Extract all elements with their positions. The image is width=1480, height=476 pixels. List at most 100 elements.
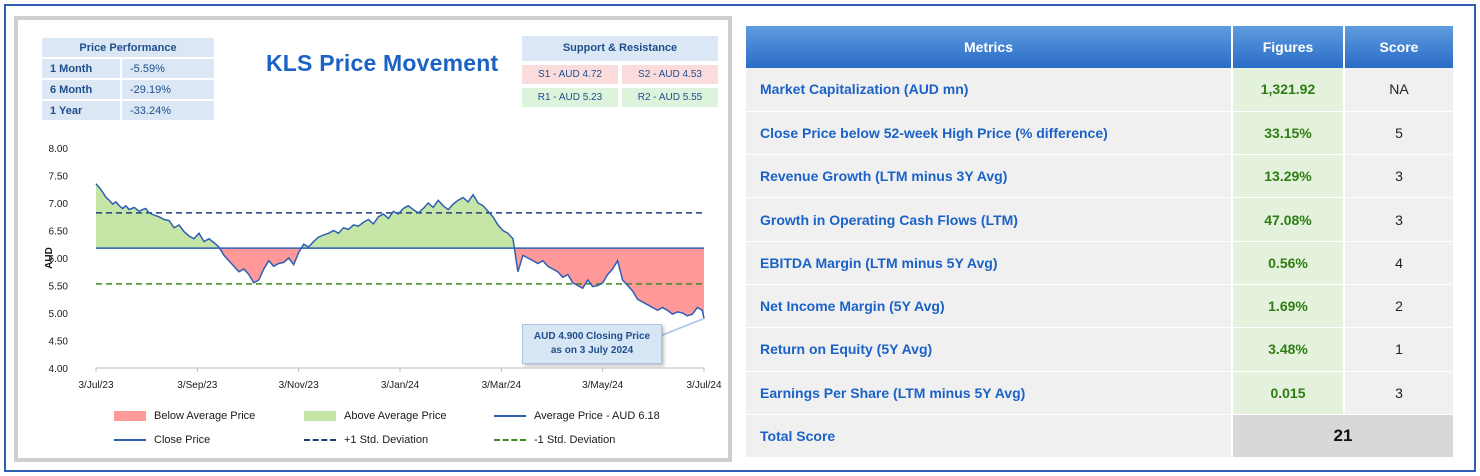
legend-plus-sd: +1 Std. Deviation — [304, 434, 494, 446]
legend-swatch — [304, 411, 336, 421]
x-tick-label: 3/Jan/24 — [381, 380, 420, 391]
chart-legend: Below Average Price Above Average Price … — [114, 404, 714, 452]
total-score-label: Total Score — [746, 414, 1233, 459]
x-tick-label: 3/Mar/24 — [482, 380, 522, 391]
perf-label: 6 Month — [42, 80, 120, 99]
metric-score: NA — [1344, 68, 1455, 112]
legend-label: -1 Std. Deviation — [534, 434, 616, 446]
metric-figure: 3.48% — [1232, 327, 1345, 372]
metric-name: Growth in Operating Cash Flows (LTM) — [746, 197, 1233, 242]
y-tick-label: 8.00 — [49, 144, 69, 155]
table-row: 6 Month -29.19% — [42, 80, 214, 99]
metric-figure: 13.29% — [1232, 154, 1345, 199]
metric-figure: 33.15% — [1232, 111, 1345, 156]
legend-swatch — [114, 411, 146, 421]
chart-title: KLS Price Movement — [266, 50, 499, 76]
y-tick-label: 5.50 — [49, 282, 69, 293]
table-row: Net Income Margin (5Y Avg) 1.69% 2 — [746, 284, 1455, 329]
support-1: S1 - AUD 4.72 — [522, 65, 618, 84]
legend-swatch — [304, 439, 336, 441]
legend-swatch — [494, 415, 526, 417]
y-tick-label: 5.00 — [49, 309, 69, 320]
support-2: S2 - AUD 4.53 — [622, 65, 718, 84]
perf-label: 1 Year — [42, 101, 120, 120]
y-tick-label: 6.50 — [49, 227, 69, 238]
total-score-value: 21 — [1232, 414, 1455, 459]
metric-name: Net Income Margin (5Y Avg) — [746, 284, 1233, 329]
x-tick-label: 3/Nov/23 — [279, 380, 319, 391]
y-tick-label: 7.00 — [49, 199, 69, 210]
table-row: Earnings Per Share (LTM minus 5Y Avg) 0.… — [746, 371, 1455, 415]
support-resistance-header: Support & Resistance — [522, 36, 718, 61]
legend-swatch — [114, 439, 146, 441]
metric-score: 1 — [1344, 327, 1455, 372]
y-tick-label: 7.50 — [49, 172, 69, 183]
legend-label: Above Average Price — [344, 410, 447, 422]
table-row: Close Price below 52-week High Price (% … — [746, 111, 1455, 156]
legend-above-average: Above Average Price — [304, 410, 494, 422]
x-tick-label: 3/May/24 — [582, 380, 624, 391]
callout-line-1: AUD 4.900 Closing Price — [533, 331, 651, 342]
y-tick-label: 4.00 — [49, 364, 69, 375]
table-row: Market Capitalization (AUD mn) 1,321.92 … — [746, 68, 1455, 112]
y-tick-label: 4.50 — [49, 337, 69, 348]
resistance-1: R1 - AUD 5.23 — [522, 88, 618, 107]
metric-score: 2 — [1344, 284, 1455, 329]
metrics-header: Metrics — [746, 26, 1233, 68]
metric-score: 3 — [1344, 197, 1455, 242]
chart-panel: Price Performance 1 Month -5.59% 6 Month… — [14, 16, 732, 462]
metrics-table: Metrics Figures Score Market Capitalizat… — [746, 26, 1455, 459]
legend-minus-sd: -1 Std. Deviation — [494, 434, 684, 446]
metric-name: Revenue Growth (LTM minus 3Y Avg) — [746, 154, 1233, 199]
above-average-area — [96, 183, 704, 249]
metric-figure: 47.08% — [1232, 197, 1345, 242]
perf-value: -5.59% — [122, 59, 214, 78]
table-row: 1 Year -33.24% — [42, 101, 214, 120]
metric-name: EBITDA Margin (LTM minus 5Y Avg) — [746, 241, 1233, 285]
perf-label: 1 Month — [42, 59, 120, 78]
metric-name: Market Capitalization (AUD mn) — [746, 68, 1233, 112]
legend-label: Close Price — [154, 434, 211, 446]
perf-value: -29.19% — [122, 80, 214, 99]
legend-close-price: Close Price — [114, 434, 304, 446]
score-header: Score — [1344, 26, 1455, 68]
y-axis-label: AUD — [44, 247, 55, 269]
price-performance-header: Price Performance — [42, 38, 214, 57]
legend-below-average: Below Average Price — [114, 410, 304, 422]
table-row: EBITDA Margin (LTM minus 5Y Avg) 0.56% 4 — [746, 241, 1455, 285]
x-tick-label: 3/Jul/23 — [78, 380, 113, 391]
legend-swatch — [494, 439, 526, 441]
x-tick-label: 3/Jul/24 — [686, 380, 721, 391]
metric-score: 3 — [1344, 154, 1455, 199]
metric-figure: 1,321.92 — [1232, 68, 1345, 112]
table-row: Revenue Growth (LTM minus 3Y Avg) 13.29%… — [746, 154, 1455, 199]
metric-score: 3 — [1344, 371, 1455, 415]
close-price-line — [95, 183, 705, 319]
metric-figure: 0.015 — [1232, 371, 1345, 415]
resistance-2: R2 - AUD 5.55 — [622, 88, 718, 107]
legend-label: +1 Std. Deviation — [344, 434, 429, 446]
metric-name: Return on Equity (5Y Avg) — [746, 327, 1233, 372]
metric-score: 5 — [1344, 111, 1455, 156]
legend-label: Average Price - AUD 6.18 — [534, 410, 660, 422]
price-performance-table: Price Performance 1 Month -5.59% 6 Month… — [40, 36, 216, 122]
total-score-row: Total Score 21 — [746, 414, 1455, 459]
y-tick-label: 6.00 — [49, 254, 69, 265]
metric-figure: 1.69% — [1232, 284, 1345, 329]
metric-name: Earnings Per Share (LTM minus 5Y Avg) — [746, 371, 1233, 415]
closing-price-callout: AUD 4.900 Closing Price as on 3 July 202… — [522, 324, 662, 364]
callout-line-2: as on 3 July 2024 — [550, 345, 634, 356]
perf-value: -33.24% — [122, 101, 214, 120]
x-tick-label: 3/Sep/23 — [177, 380, 217, 391]
table-row: Return on Equity (5Y Avg) 3.48% 1 — [746, 327, 1455, 372]
table-row: Growth in Operating Cash Flows (LTM) 47.… — [746, 197, 1455, 242]
price-chart: 4.00 4.50 5.00 5.50 6.00 6.50 7.00 7.50 8.00 AUD 3… — [44, 144, 722, 391]
below-average-area — [96, 248, 704, 319]
metric-score: 4 — [1344, 241, 1455, 285]
legend-average-price: Average Price - AUD 6.18 — [494, 410, 684, 422]
metric-figure: 0.56% — [1232, 241, 1345, 285]
legend-label: Below Average Price — [154, 410, 256, 422]
support-resistance-box: Support & Resistance S1 - AUD 4.72 S2 - … — [522, 36, 718, 111]
metric-name: Close Price below 52-week High Price (% … — [746, 111, 1233, 156]
figures-header: Figures — [1232, 26, 1345, 68]
